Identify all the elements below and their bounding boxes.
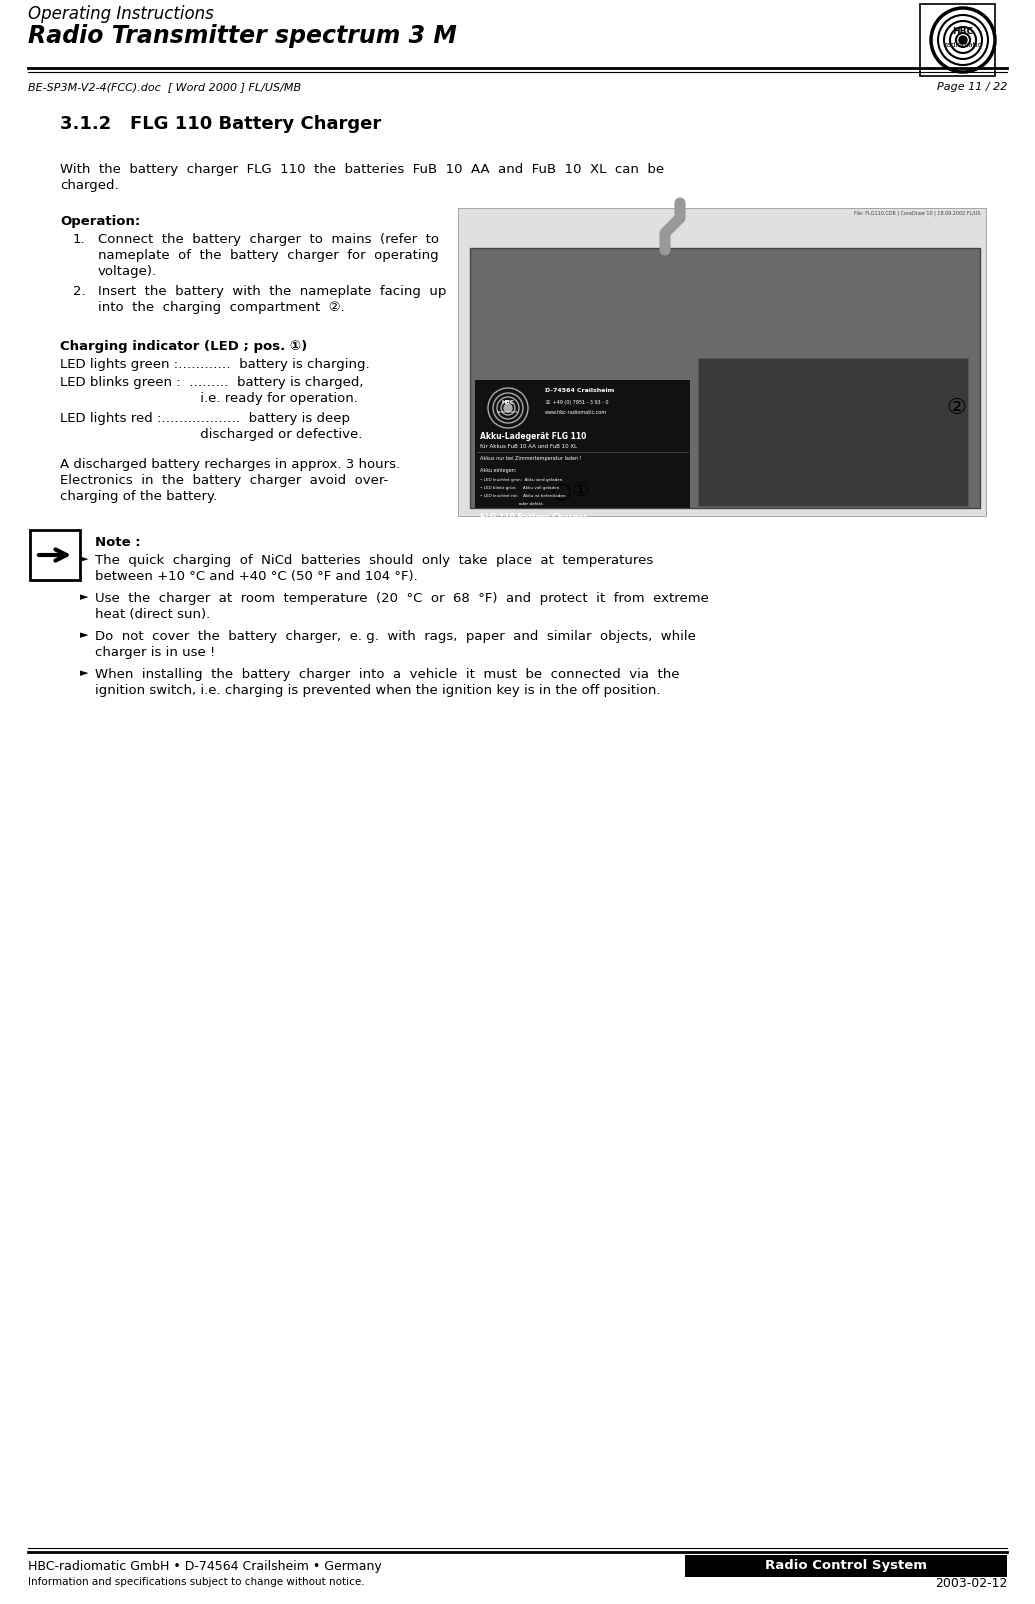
Text: BE-SP3M-V2-4(FCC).doc  [ Word 2000 ] FL/US/MB: BE-SP3M-V2-4(FCC).doc [ Word 2000 ] FL/U… <box>28 82 301 91</box>
Text: Akkus nur bei Zimmertemperatur laden !: Akkus nur bei Zimmertemperatur laden ! <box>480 456 582 460</box>
Text: discharged or defective.: discharged or defective. <box>60 428 362 441</box>
Text: ①: ① <box>571 481 589 500</box>
Text: charged.: charged. <box>60 180 119 192</box>
Bar <box>698 358 968 505</box>
Text: The  quick  charging  of  NiCd  batteries  should  only  take  place  at  temper: The quick charging of NiCd batteries sho… <box>95 553 653 566</box>
Text: Electronics  in  the  battery  charger  avoid  over-: Electronics in the battery charger avoid… <box>60 475 388 488</box>
Text: HBC: HBC <box>952 27 974 37</box>
Text: between +10 °C and +40 °C (50 °F and 104 °F).: between +10 °C and +40 °C (50 °F and 104… <box>95 569 418 582</box>
Text: Operating Instructions: Operating Instructions <box>28 5 214 22</box>
Text: • LED leuchtet grün:  Akku wird geladen.: • LED leuchtet grün: Akku wird geladen. <box>480 478 564 481</box>
Text: radiomatic: radiomatic <box>497 411 520 414</box>
Text: www.hbc-radiomatic.com: www.hbc-radiomatic.com <box>545 411 608 415</box>
Text: D-74564 Crailsheim: D-74564 Crailsheim <box>545 388 614 393</box>
Text: Operation:: Operation: <box>60 215 141 228</box>
Text: FLG 110 Battery Charger: FLG 110 Battery Charger <box>480 513 587 521</box>
Text: • LED blinkt grün:     Akku voll geladen.: • LED blinkt grün: Akku voll geladen. <box>480 486 561 489</box>
Text: Note :: Note : <box>95 536 141 549</box>
Text: i.e. ready for operation.: i.e. ready for operation. <box>60 391 358 404</box>
Text: HBC-radiomatic GmbH • D-74564 Crailsheim • Germany: HBC-radiomatic GmbH • D-74564 Crailsheim… <box>28 1561 382 1574</box>
Text: LED lights red :………………  battery is deep: LED lights red :……………… battery is deep <box>60 412 350 425</box>
Text: With  the  battery  charger  FLG  110  the  batteries  FuB  10  AA  and  FuB  10: With the battery charger FLG 110 the bat… <box>60 164 664 176</box>
Text: radiomatic: radiomatic <box>944 42 981 48</box>
Text: LED lights green :…………  battery is charging.: LED lights green :………… battery is chargi… <box>60 358 369 371</box>
Text: Radio Control System: Radio Control System <box>765 1559 927 1572</box>
Text: Use  the  charger  at  room  temperature  (20  °C  or  68  °F)  and  protect  it: Use the charger at room temperature (20 … <box>95 592 709 605</box>
Text: File: FLG110.CDR | CoreDraw 10 | 18.09.2002 FL/US: File: FLG110.CDR | CoreDraw 10 | 18.09.2… <box>855 210 981 215</box>
Text: Akku einlegen:: Akku einlegen: <box>480 468 516 473</box>
Circle shape <box>504 404 512 412</box>
Text: Information and specifications subject to change without notice.: Information and specifications subject t… <box>28 1577 364 1586</box>
Bar <box>685 1554 1007 1577</box>
Text: • LED lights red:     Battery is deep: • LED lights red: Battery is deep <box>480 576 551 581</box>
Text: ☏ +49 (0) 7951 - 3 93 - 0: ☏ +49 (0) 7951 - 3 93 - 0 <box>545 399 609 404</box>
Text: into  the  charging  compartment  ②.: into the charging compartment ②. <box>98 302 345 314</box>
Text: ►: ► <box>80 667 88 678</box>
Text: oder defekt.: oder defekt. <box>480 502 543 505</box>
Bar <box>459 209 986 516</box>
Text: charging of the battery.: charging of the battery. <box>60 489 217 504</box>
Bar <box>470 249 980 508</box>
Text: ignition switch, i.e. charging is prevented when the ignition key is in the off : ignition switch, i.e. charging is preven… <box>95 683 660 698</box>
Bar <box>475 380 690 508</box>
Text: Akku-Ladegerät FLG 110: Akku-Ladegerät FLG 110 <box>480 431 587 441</box>
Circle shape <box>959 35 967 43</box>
Text: ►: ► <box>80 592 88 602</box>
Text: Charge battery at room temperature only !: Charge battery at room temperature only … <box>480 536 586 541</box>
Bar <box>920 3 995 75</box>
Text: ②: ② <box>946 398 966 419</box>
Text: für Akkus FuB 10 AA und FuB 10 XL: für Akkus FuB 10 AA und FuB 10 XL <box>480 444 578 449</box>
Text: Connect  the  battery  charger  to  mains  (refer  to: Connect the battery charger to mains (re… <box>98 233 439 245</box>
Text: Insert battery:: Insert battery: <box>480 552 515 557</box>
Text: A discharged battery recharges in approx. 3 hours.: A discharged battery recharges in approx… <box>60 459 401 472</box>
Text: Do  not  cover  the  battery  charger,  e. g.  with  rags,  paper  and  similar : Do not cover the battery charger, e. g. … <box>95 630 696 643</box>
Text: heat (direct sun).: heat (direct sun). <box>95 608 210 621</box>
Text: charger is in use !: charger is in use ! <box>95 646 215 659</box>
Text: • LED lights green: Battery is charging.: • LED lights green: Battery is charging. <box>480 560 560 565</box>
Text: 2.: 2. <box>73 286 86 298</box>
Text: • LED blinks green: Remove battery.: • LED blinks green: Remove battery. <box>480 568 555 573</box>
Text: ►: ► <box>80 553 88 565</box>
Text: 2003-02-12: 2003-02-12 <box>935 1577 1007 1590</box>
Text: for FuB 10 AA and FuB 10 XL batteries: for FuB 10 AA and FuB 10 XL batteries <box>480 525 573 529</box>
Text: ►: ► <box>80 630 88 640</box>
Text: discharged or defective.: discharged or defective. <box>480 584 565 589</box>
Text: • LED leuchtet rot:    Akku ist tiefentladen: • LED leuchtet rot: Akku ist tiefentlade… <box>480 494 565 497</box>
Text: Insert  the  battery  with  the  nameplate  facing  up: Insert the battery with the nameplate fa… <box>98 286 446 298</box>
Text: Radio Transmitter spectrum 3 M: Radio Transmitter spectrum 3 M <box>28 24 456 48</box>
Bar <box>30 529 80 581</box>
Text: HBC: HBC <box>502 401 514 406</box>
Text: nameplate  of  the  battery  charger  for  operating: nameplate of the battery charger for ope… <box>98 249 439 261</box>
Text: voltage).: voltage). <box>98 265 157 277</box>
Text: 3.1.2   FLG 110 Battery Charger: 3.1.2 FLG 110 Battery Charger <box>60 115 381 133</box>
Text: LED blinks green :  ………  battery is charged,: LED blinks green : ……… battery is charge… <box>60 375 363 390</box>
Text: Charging indicator (LED ; pos. ①): Charging indicator (LED ; pos. ①) <box>60 340 307 353</box>
Text: 1.: 1. <box>73 233 86 245</box>
Text: Page 11 / 22: Page 11 / 22 <box>937 82 1007 91</box>
Text: When  installing  the  battery  charger  into  a  vehicle  it  must  be  connect: When installing the battery charger into… <box>95 667 680 682</box>
